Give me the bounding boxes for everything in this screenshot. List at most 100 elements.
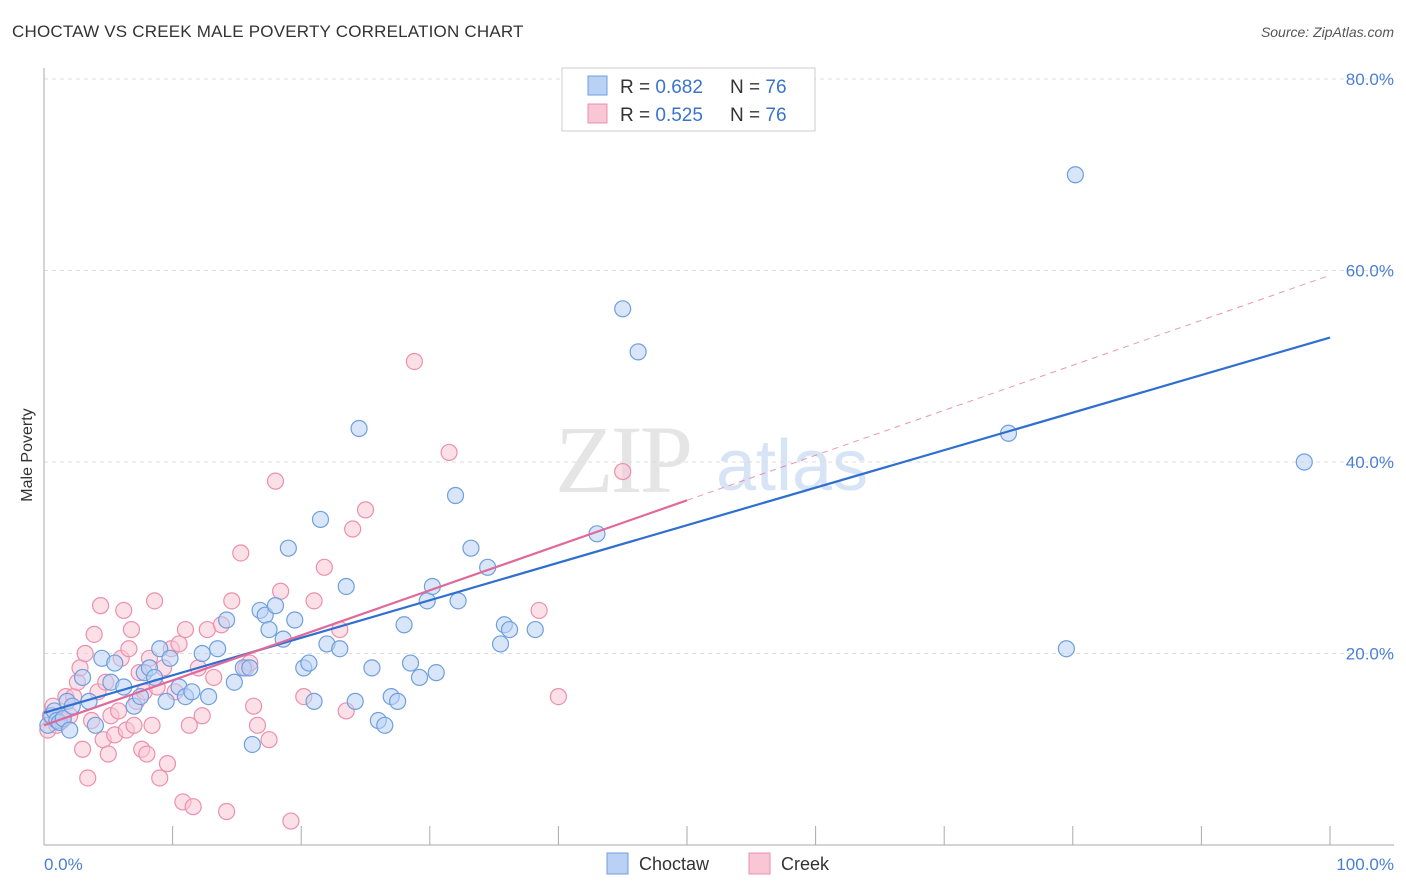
- choctaw-point-43: [300, 654, 318, 672]
- choctaw-trend-line: [43, 336, 1331, 714]
- creek-point-58: [245, 697, 263, 715]
- y-tick-label-20: 20.0%: [1346, 645, 1394, 664]
- choctaw-point-63: [449, 592, 467, 610]
- choctaw-point-31: [225, 673, 243, 691]
- choctaw-point-74: [1057, 640, 1075, 658]
- x-tick-label-0: 0.0%: [44, 855, 83, 874]
- choctaw-point-38: [266, 597, 285, 615]
- choctaw-point-75: [1066, 166, 1084, 184]
- legend-r-label-choctaw: R =: [620, 77, 655, 98]
- creek-point-62: [272, 582, 290, 600]
- choctaw-point-11: [86, 716, 105, 734]
- creek-point-45: [176, 620, 195, 639]
- creek-point-10: [73, 740, 92, 758]
- creek-points: [39, 352, 632, 830]
- watermark-atlas: atlas: [716, 426, 868, 506]
- creek-point-38: [151, 769, 169, 787]
- svg-text:N = 76: N = 76: [730, 77, 787, 98]
- creek-point-51: [205, 668, 223, 687]
- creek-point-43: [170, 635, 188, 653]
- x-tick-labels: 0.0% 100.0%: [44, 855, 1394, 874]
- legend-n-value-creek: 76: [765, 105, 786, 126]
- choctaw-point-55: [389, 692, 407, 710]
- creek-point-28: [125, 716, 143, 734]
- trend-lines: [43, 274, 1331, 727]
- choctaw-point-44: [305, 692, 323, 710]
- choctaw-point-34: [243, 735, 261, 754]
- chart-source: Source: ZipAtlas.com: [1260, 24, 1394, 40]
- choctaw-point-33: [241, 659, 259, 677]
- creek-point-16: [91, 597, 110, 615]
- choctaw-point-58: [410, 668, 429, 687]
- creek-point-24: [115, 601, 133, 620]
- legend-swatch-creek: [587, 103, 608, 124]
- creek-point-61: [266, 472, 285, 490]
- choctaw-point-23: [161, 649, 179, 667]
- creek-point-46: [180, 716, 198, 734]
- choctaw-point-48: [337, 577, 355, 596]
- creek-point-63: [282, 812, 300, 830]
- legend-n-label-creek: N =: [730, 105, 765, 126]
- correlation-legend: R = 0.682 N = 76 R = 0.525 N = 76: [561, 67, 816, 132]
- choctaw-point-76: [1295, 453, 1313, 471]
- choctaw-point-29: [209, 640, 227, 658]
- creek-point-53: [218, 802, 236, 821]
- legend-r-value-creek: 0.525: [655, 105, 703, 126]
- choctaw-point-62: [446, 486, 465, 505]
- choctaw-point-9: [73, 668, 92, 687]
- creek-point-33: [138, 745, 156, 763]
- creek-point-27: [122, 620, 141, 639]
- creek-point-49: [193, 707, 211, 725]
- creek-point-65: [305, 592, 323, 610]
- creek-point-26: [120, 640, 138, 658]
- creek-point-11: [76, 644, 94, 663]
- choctaw-point-56: [395, 616, 413, 634]
- creek-point-36: [145, 592, 164, 610]
- y-tick-label-80: 80.0%: [1346, 70, 1394, 89]
- choctaw-point-72: [629, 343, 647, 361]
- creek-point-47: [184, 798, 202, 816]
- svg-text:N = 76: N = 76: [730, 105, 787, 126]
- svg-text:R = 0.682: R = 0.682: [620, 77, 703, 98]
- choctaw-point-71: [614, 300, 632, 318]
- choctaw-point-40: [279, 539, 297, 557]
- y-tick-label-40: 40.0%: [1346, 453, 1394, 472]
- legend-r-value-choctaw: 0.682: [655, 77, 703, 98]
- x-tick-label-100: 100.0%: [1336, 855, 1394, 874]
- creek-point-74: [549, 687, 568, 706]
- chart-title: CHOCTAW VS CREEK MALE POVERTY CORRELATIO…: [12, 22, 524, 41]
- bottom-legend-swatch-choctaw: [606, 852, 629, 875]
- choctaw-point-50: [350, 419, 368, 438]
- choctaw-point-68: [500, 620, 519, 639]
- creek-point-72: [440, 443, 458, 462]
- creek-point-59: [248, 716, 267, 734]
- choctaw-point-30: [218, 611, 236, 629]
- creek-point-69: [344, 520, 362, 538]
- legend-r-label-creek: R =: [620, 105, 655, 126]
- choctaw-point-61: [427, 664, 445, 682]
- creek-point-54: [223, 592, 241, 610]
- creek-point-73: [530, 601, 548, 620]
- choctaw-point-47: [331, 640, 349, 658]
- y-tick-label-60: 60.0%: [1346, 262, 1394, 281]
- choctaw-point-26: [183, 683, 201, 701]
- creek-point-70: [356, 501, 375, 519]
- gridlines: [44, 78, 1394, 654]
- bottom-legend-label-creek: Creek: [781, 854, 830, 874]
- creek-point-12: [79, 769, 97, 787]
- choctaw-point-53: [376, 716, 394, 734]
- creek-point-14: [85, 625, 103, 643]
- legend-n-value-choctaw: 76: [765, 77, 786, 98]
- choctaw-point-14: [106, 654, 124, 672]
- series-legend: Choctaw Creek: [606, 852, 830, 875]
- creek-point-60: [260, 731, 278, 749]
- legend-swatch-choctaw: [587, 75, 608, 96]
- choctaw-point-45: [311, 510, 330, 529]
- svg-text:R = 0.525: R = 0.525: [620, 105, 703, 126]
- watermark: ZIP atlas: [555, 406, 868, 513]
- choctaw-point-22: [157, 692, 175, 710]
- choctaw-point-7: [61, 721, 79, 739]
- choctaw-point-66: [491, 635, 510, 653]
- creek-trend-extension: [686, 274, 1331, 501]
